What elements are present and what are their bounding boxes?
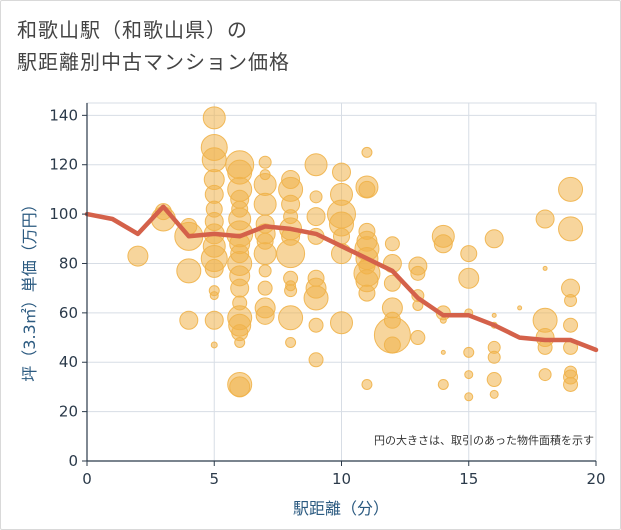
x-tick-label: 0 xyxy=(82,470,92,488)
data-bubble xyxy=(384,236,400,252)
data-bubble xyxy=(439,316,447,324)
data-bubble xyxy=(204,310,224,330)
data-bubble xyxy=(127,245,149,267)
data-bubble xyxy=(257,280,273,296)
data-bubble xyxy=(542,265,548,271)
data-bubble xyxy=(410,330,426,346)
data-bubble xyxy=(204,258,224,278)
data-bubble xyxy=(491,312,497,318)
data-bubble xyxy=(209,291,219,301)
data-bubble xyxy=(383,274,401,292)
data-bubble xyxy=(410,265,426,281)
y-tick-label: 80 xyxy=(59,254,78,272)
data-bubble xyxy=(255,305,275,325)
data-bubble xyxy=(253,172,277,196)
data-bubble xyxy=(201,147,227,173)
data-bubble xyxy=(487,350,501,364)
y-tick-label: 20 xyxy=(59,403,78,421)
data-bubble xyxy=(464,370,474,380)
x-axis-label: 駅距離（分） xyxy=(293,499,389,518)
data-bubble xyxy=(285,336,297,348)
data-bubble xyxy=(563,376,579,392)
data-bubble xyxy=(229,376,251,398)
data-bubble xyxy=(309,190,323,204)
y-tick-label: 40 xyxy=(59,353,78,371)
data-bubble xyxy=(330,311,353,335)
data-bubble xyxy=(358,284,376,302)
y-tick-label: 140 xyxy=(49,106,78,124)
trend-line xyxy=(84,204,599,353)
y-axis-label: 坪（3.3㎡）単価（万円） xyxy=(20,196,39,381)
data-bubble xyxy=(460,245,478,263)
data-bubble xyxy=(361,378,373,390)
data-bubble xyxy=(486,372,502,388)
bubble-layer xyxy=(127,106,584,402)
y-tick-label: 0 xyxy=(68,452,78,470)
data-bubble xyxy=(210,341,218,349)
x-tick-label: 5 xyxy=(209,470,219,488)
data-bubble xyxy=(176,258,202,284)
data-bubble xyxy=(383,336,401,354)
data-bubble xyxy=(258,264,272,278)
data-bubble xyxy=(284,284,298,298)
data-bubble xyxy=(484,229,504,249)
y-tick-label: 120 xyxy=(49,156,78,174)
data-bubble xyxy=(253,192,277,216)
data-bubble xyxy=(308,317,324,333)
data-bubble xyxy=(361,146,373,158)
data-bubble xyxy=(303,285,329,311)
data-bubble xyxy=(440,349,446,355)
data-bubble xyxy=(458,267,480,289)
data-bubble xyxy=(332,162,351,182)
data-bubble xyxy=(304,153,328,177)
data-bubble xyxy=(204,184,224,204)
data-bubble xyxy=(202,106,226,130)
x-tick-label: 10 xyxy=(332,470,351,488)
size-note: 円の大きさは、取引のあった物件面積を示す xyxy=(374,433,594,447)
chart-title: 和歌山駅（和歌山県）の 駅距離別中古マンション価格 xyxy=(17,18,290,74)
data-bubble xyxy=(253,242,277,266)
x-tick-label: 20 xyxy=(586,470,605,488)
data-bubble xyxy=(230,278,250,298)
data-bubble xyxy=(517,305,523,311)
data-bubble xyxy=(234,336,246,348)
data-bubble xyxy=(535,209,555,229)
tick-labels: 0 20 40 60 80 100 120 140 0 5 10 15 20 xyxy=(49,106,605,488)
data-bubble xyxy=(558,216,584,242)
data-bubble xyxy=(433,234,453,254)
data-bubble xyxy=(558,176,584,202)
data-bubble xyxy=(276,239,306,269)
data-bubble xyxy=(437,378,449,390)
data-bubble xyxy=(258,155,272,169)
data-bubble xyxy=(537,339,553,355)
data-bubble xyxy=(179,310,199,330)
data-bubble xyxy=(489,389,499,399)
data-bubble xyxy=(564,294,578,308)
data-bubble xyxy=(563,317,579,333)
data-bubble xyxy=(464,392,474,402)
data-bubble xyxy=(306,207,326,227)
y-tick-label: 100 xyxy=(49,205,78,223)
data-bubble xyxy=(358,180,376,198)
x-tick-label: 15 xyxy=(459,470,478,488)
data-bubble xyxy=(538,368,552,382)
data-bubble xyxy=(308,352,324,368)
data-bubble xyxy=(278,305,304,331)
grid-lines xyxy=(86,102,597,462)
y-tick-label: 60 xyxy=(59,304,78,322)
data-bubble xyxy=(463,346,475,358)
